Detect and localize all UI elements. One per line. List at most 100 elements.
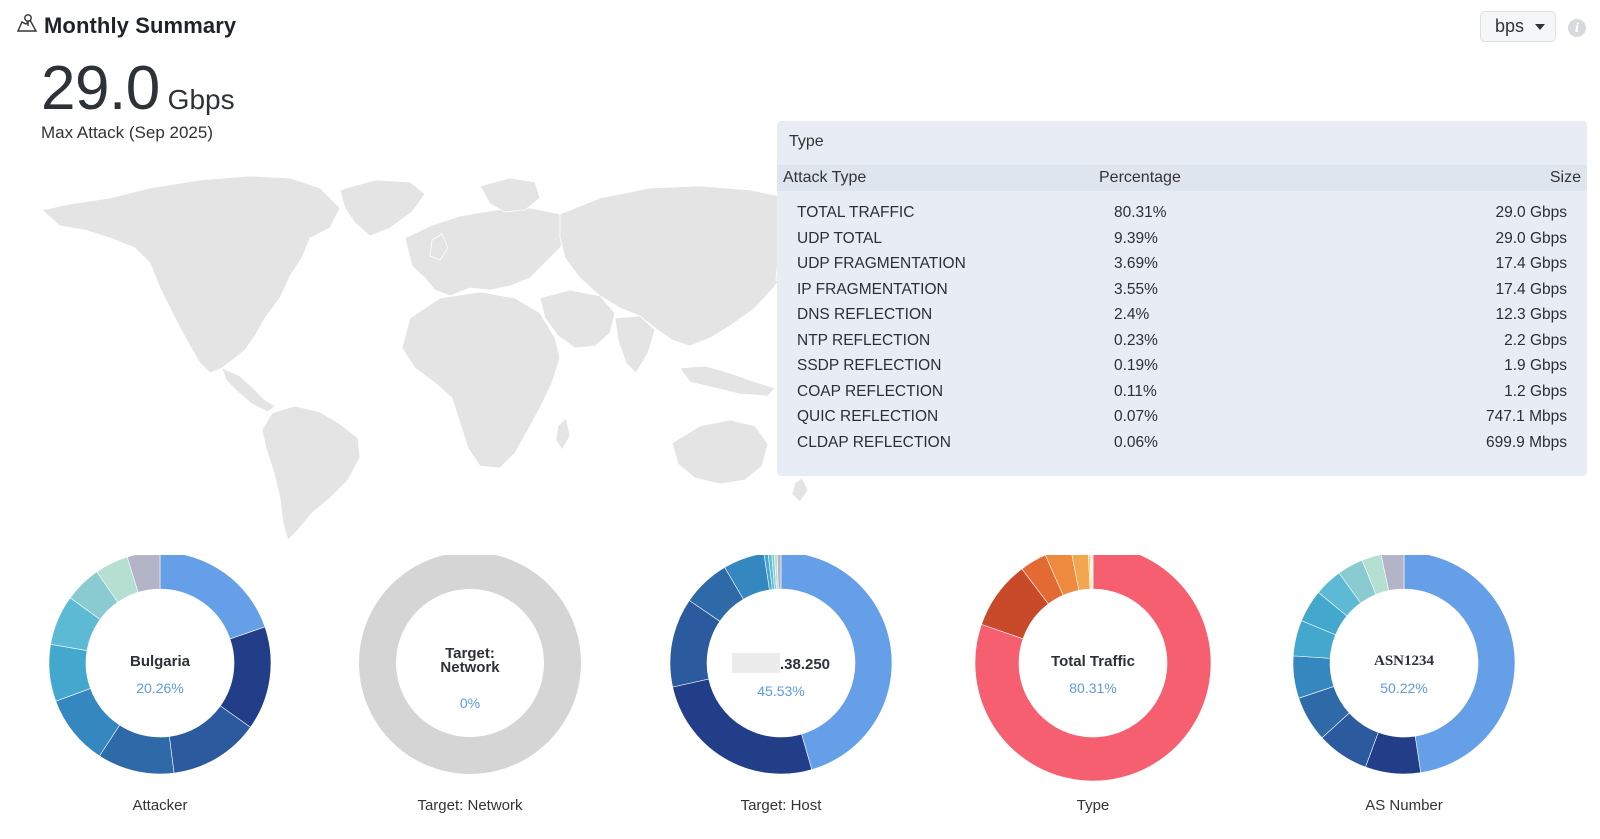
donut-caption: Type [1076,797,1110,814]
donut-segment[interactable] [159,555,266,640]
unit-select[interactable]: bps [1480,11,1556,42]
table-row: UDP TOTAL 9.39% 29.0 Gbps [777,230,1587,256]
map-australia [671,419,769,485]
percentage-cell: 0.11% [1114,382,1157,400]
table-row: SSDP REFLECTION 0.19% 1.9 Gbps [777,357,1587,383]
table-row: QUIC REFLECTION 0.07% 747.1 Mbps [777,408,1587,434]
table-row: UDP FRAGMENTATION 3.69% 17.4 Gbps [777,255,1587,281]
kpi-unit: Gbps [167,84,235,115]
donut-svg [359,555,582,774]
attack-type-cell: COAP REFLECTION [797,382,944,400]
map-africa [401,291,561,469]
page-title: Monthly Summary [44,12,237,38]
map-scandinavia [479,177,541,213]
percentage-cell: 3.55% [1114,280,1158,298]
donut-caption: Target: Host [740,797,822,814]
donut-caption: Attacker [132,797,188,814]
attack-type-cell: NTP REFLECTION [797,331,931,349]
donut-svg [974,555,1212,782]
table-row: NTP REFLECTION 0.23% 2.2 Gbps [777,332,1587,358]
percentage-cell: 0.19% [1114,357,1158,374]
donut-segment[interactable] [780,555,893,771]
size-cell: 2.2 Gbps [1504,331,1567,349]
column-header-size[interactable]: Size [1549,169,1581,186]
percentage-cell: 0.07% [1114,408,1158,425]
percentage-cell: 3.69% [1114,255,1158,272]
donut-center-name: Total Traffic [1051,653,1135,670]
map-new-zealand [791,477,809,503]
map-central-america [221,367,276,413]
attack-type-cell: UDP TOTAL [797,229,882,247]
donut-center-label: Bulgaria 20.26% [40,653,280,696]
map-north-america [41,175,341,374]
donut-svg [669,555,893,775]
map-europe [404,207,571,297]
donut-center-name: ASN1234 [1373,653,1434,669]
map-uk [429,233,449,261]
donut-center-name: Bulgaria [129,653,190,670]
unit-select-value: bps [1495,16,1525,36]
map-india [614,315,656,374]
attack-type-cell: CLDAP REFLECTION [797,433,951,451]
map-madagascar [555,417,571,451]
percentage-cell: 2.4% [1114,306,1150,323]
donut-segment[interactable] [1380,555,1405,591]
donut-center-label: ASN1234 50.22% [1284,653,1524,696]
percentage-cell: 0.23% [1114,331,1158,349]
donut-center-label: Total Traffic 80.31% [973,653,1213,696]
info-icon[interactable]: i [1568,19,1586,37]
donut-center-percentage: 45.53% [757,683,805,699]
attack-type-cell: SSDP REFLECTION [797,357,942,374]
kpi-caption: Max Attack (Sep 2025) [41,123,213,142]
chevron-down-icon [1535,24,1545,30]
donut-svg [1292,555,1516,775]
percentage-cell: 80.31% [1114,204,1167,221]
redacted-ip-mask [731,653,780,673]
donut-center-percentage: 50.22% [1380,680,1428,696]
map-greenland [339,179,426,237]
donut-segment[interactable] [126,555,161,593]
donut-segment[interactable] [974,555,1212,782]
attack-type-cell: DNS REFLECTION [797,306,933,323]
donut-center-percentage: 20.26% [136,680,184,696]
size-cell: 699.9 Mbps [1486,433,1567,451]
donut-segment[interactable] [776,555,782,590]
map-asia [559,185,829,347]
donut-target-network[interactable]: Target: Network 0% Target: Network [350,555,590,815]
percentage-cell: 0.06% [1114,433,1158,451]
column-header-attack-type[interactable]: Attack Type [783,169,867,186]
table-header: Attack Type Percentage Size [777,165,1587,191]
donut-center-label: Target: Network 0% [350,646,590,711]
size-cell: 747.1 Mbps [1486,408,1567,425]
map-indonesia [679,365,776,397]
kpi-value: 29.0 [41,54,160,123]
map-pin-icon [16,12,38,39]
type-table-panel: Type Attack Type Percentage Size TOTAL T… [777,121,1587,476]
attack-type-cell: UDP FRAGMENTATION [797,255,966,272]
panel-title: Type [789,133,824,150]
donut-type[interactable]: Total Traffic 80.31% Type [973,555,1213,815]
size-cell: 29.0 Gbps [1495,204,1567,221]
map-middle-east [539,289,616,349]
attack-type-cell: TOTAL TRAFFIC [797,204,915,221]
donut-center-text: .38.250 [779,656,831,673]
donut-attacker[interactable]: Bulgaria 20.26% Attacker [40,555,280,815]
table-row: IP FRAGMENTATION 3.55% 17.4 Gbps [777,281,1587,307]
donut-center-label: .38.250 45.53% [661,653,901,699]
size-cell: 29.0 Gbps [1495,229,1567,247]
donut-caption: AS Number [1365,797,1443,814]
map-south-america [261,405,361,541]
column-header-percentage[interactable]: Percentage [1099,169,1181,186]
donut-target-host[interactable]: .38.250 45.53% Target: Host [661,555,901,815]
table-body: TOTAL TRAFFIC 80.31% 29.0 Gbps UDP TOTAL 9.3… [777,204,1587,459]
donut-as-number[interactable]: ASN1234 50.22% AS Number [1284,555,1524,815]
donut-segment[interactable] [359,555,582,774]
donut-center-name: .38.250 [661,653,901,673]
table-row: CLDAP REFLECTION 0.06% 699.9 Mbps [777,434,1587,460]
size-cell: 17.4 Gbps [1495,280,1567,298]
donut-segment[interactable] [1403,555,1516,774]
world-map [41,175,829,541]
donut-center-percentage: 0% [459,695,481,711]
header: Monthly Summary [16,12,236,39]
size-cell: 12.3 Gbps [1495,306,1567,323]
